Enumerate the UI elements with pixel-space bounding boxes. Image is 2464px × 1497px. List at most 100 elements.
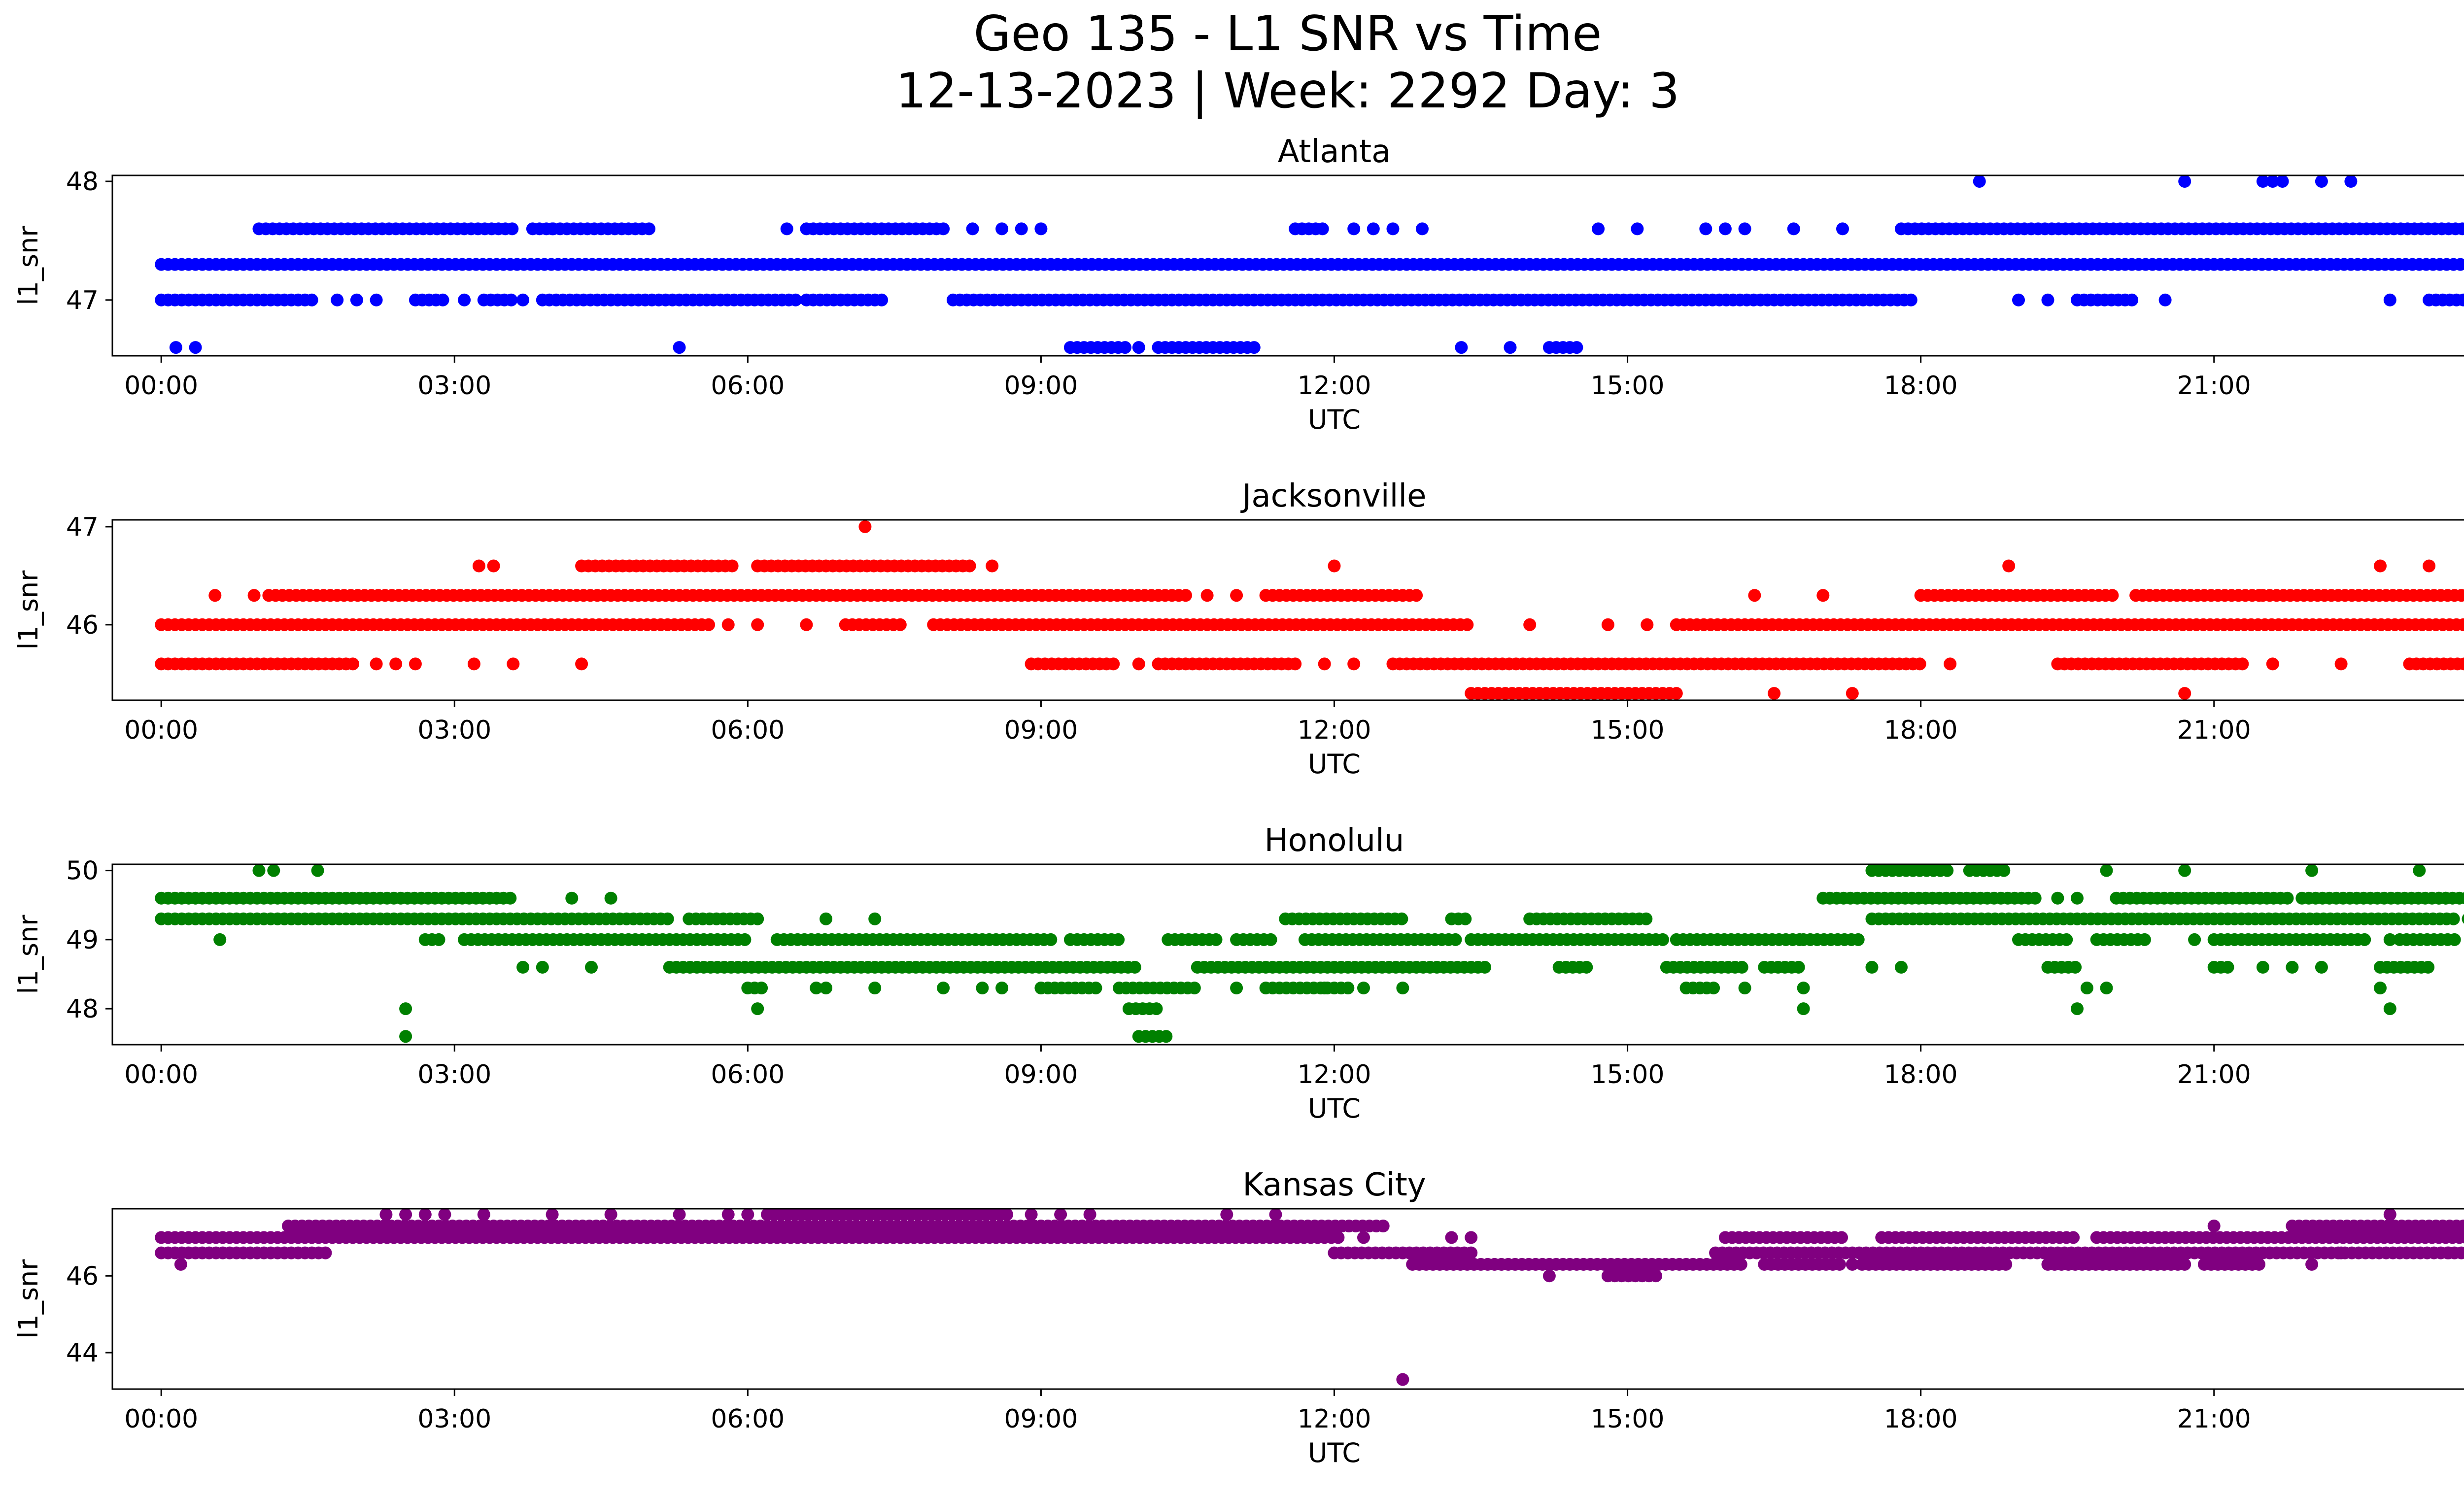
data-point [1461,618,1473,631]
data-point [2442,1247,2455,1259]
data-point [1084,1208,1096,1221]
data-point [2344,175,2357,188]
data-point [399,1002,412,1015]
data-point [643,222,655,235]
data-point [2081,982,2093,994]
x-tick-label: 00:00 [124,715,198,745]
data-point [536,961,549,974]
data-point [2276,175,2289,188]
data-point [2071,1002,2084,1015]
data-point [1846,1258,1859,1271]
data-point [208,589,221,602]
data-point [995,982,1008,994]
data-point [1112,933,1125,946]
data-point [346,657,359,670]
data-point [1220,1208,1233,1221]
y-axis-label: l1_snr [13,226,44,306]
data-point [1787,222,1800,235]
x-tick-label: 09:00 [1004,1060,1078,1089]
x-tick-label: 18:00 [1884,371,1958,401]
x-tick-label: 12:00 [1298,715,1371,745]
data-point [751,1002,764,1015]
data-point [1797,982,1810,994]
data-point [2012,294,2025,306]
data-point [1449,933,1462,946]
data-points [155,520,2464,700]
x-tick-label: 18:00 [1884,1404,1958,1434]
data-point [1318,982,1331,994]
subplot-title: Jacksonville [1240,478,1427,514]
data-point [2281,892,2294,905]
data-point [1997,864,2010,877]
data-point [504,892,516,905]
data-point [1107,657,1120,670]
data-point [937,982,950,994]
data-point [868,913,881,925]
data-point [741,1208,754,1221]
data-point [1797,1002,1810,1015]
data-point [506,222,518,235]
subplot-title: Atlanta [1278,134,1391,170]
plot-frame [112,520,2464,700]
data-point [1592,222,1605,235]
x-tick-label: 15:00 [1591,1060,1665,1089]
data-point [2358,933,2371,946]
data-point [1835,1231,1848,1244]
x-axis-label: UTC [1308,1093,1361,1124]
data-point [1230,982,1243,994]
x-tick-label: 15:00 [1591,715,1665,745]
data-point [1025,1208,1038,1221]
data-point [1132,341,1145,354]
plot-frame [112,864,2464,1045]
data-point [1387,222,1400,235]
y-tick-label: 46 [66,611,99,640]
data-point [2208,1220,2221,1232]
data-point [1410,589,1423,602]
x-tick-label: 03:00 [417,715,491,745]
data-point [1000,1208,1013,1221]
data-point [370,294,383,306]
data-point [1357,1231,1370,1244]
data-point [331,294,343,306]
data-point [253,864,266,877]
data-point [2002,560,2015,573]
data-point [1459,913,1472,925]
data-point [350,294,363,306]
data-point [1367,222,1380,235]
y-tick-label: 49 [66,925,99,955]
x-tick-label: 12:00 [1298,1060,1371,1089]
data-point [2138,933,2151,946]
data-point [458,294,471,306]
data-point [478,1208,490,1221]
data-point [1670,687,1683,700]
data-point [399,1030,412,1043]
data-point [1150,1002,1163,1015]
data-point [473,560,485,573]
data-point [1044,933,1057,946]
x-tick-label: 03:00 [417,1060,491,1089]
x-tick-label: 09:00 [1004,1404,1078,1434]
data-point [1465,1247,1477,1259]
data-point [213,933,226,946]
data-point [2222,961,2234,974]
y-axis-label: l1_snr [13,1259,44,1339]
data-point [1179,589,1192,602]
data-point [516,294,529,306]
data-point [1739,222,1751,235]
data-point [1395,913,1408,925]
data-point [1833,1258,1846,1271]
data-point [738,933,751,946]
data-points [155,1208,2464,1386]
data-point [1034,222,1047,235]
data-point [468,657,480,670]
data-point [585,961,598,974]
data-point [894,618,907,631]
data-point [1504,341,1517,354]
data-points [155,175,2464,354]
data-point [2462,913,2464,925]
data-point [1318,657,1331,670]
data-point [1478,961,1491,974]
